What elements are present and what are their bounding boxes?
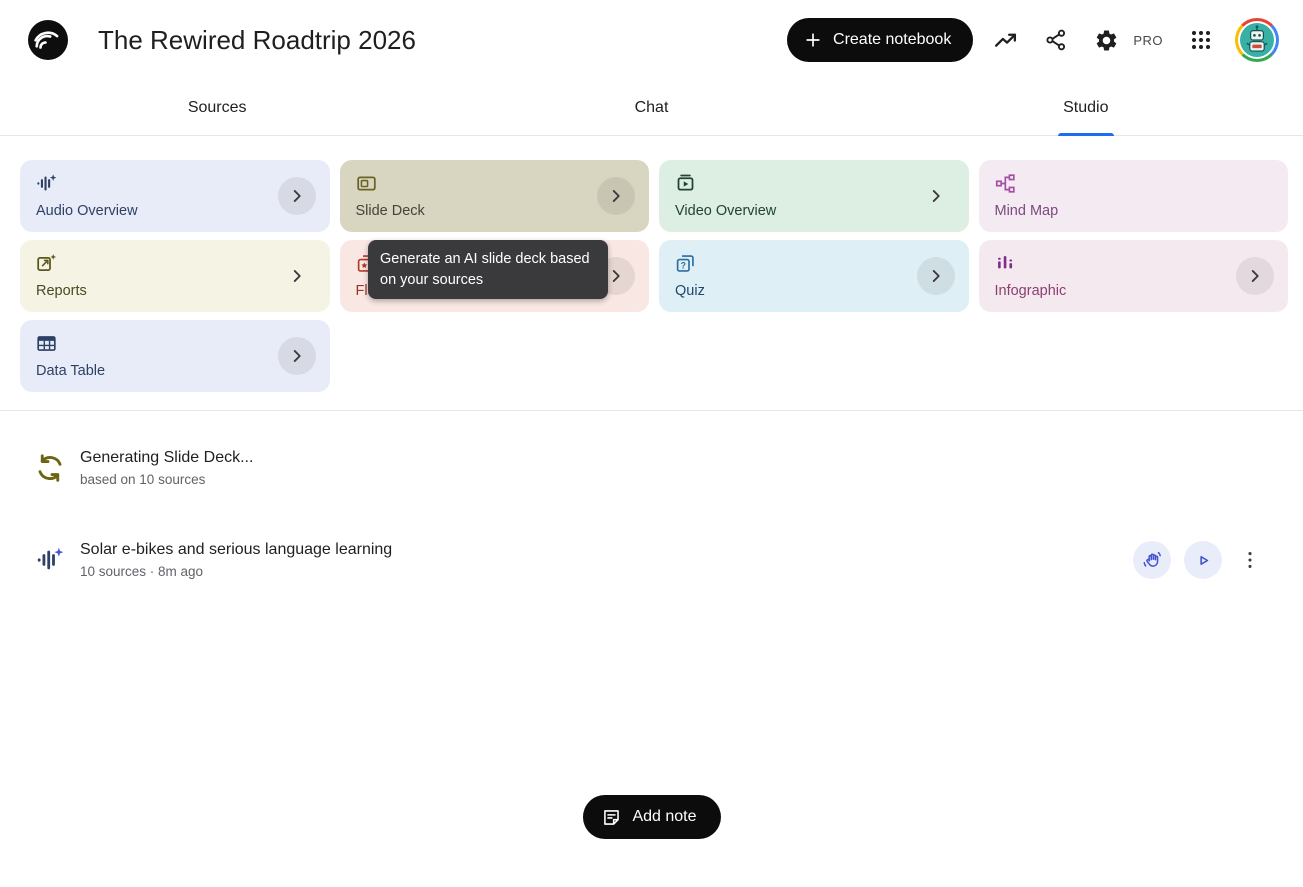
- output-row-audio-overview[interactable]: Solar e-bikes and serious language learn…: [0, 529, 1303, 591]
- add-note-button[interactable]: Add note: [582, 795, 721, 839]
- trending-up-icon[interactable]: [987, 22, 1024, 59]
- plus-icon: [803, 30, 823, 50]
- chevron-right-icon[interactable]: [917, 177, 955, 215]
- studio-card-video-overview[interactable]: Video Overview: [659, 160, 969, 232]
- sync-generating-icon: [34, 453, 66, 483]
- card-label: Audio Overview: [36, 203, 138, 219]
- studio-card-grid: Audio Overview Slide Deck Video Overview: [0, 160, 1303, 392]
- account-avatar[interactable]: [1235, 18, 1279, 62]
- audio-waveform-sparkle-icon: [36, 173, 314, 195]
- output-actions: [1133, 541, 1265, 579]
- chevron-right-icon[interactable]: [597, 177, 635, 215]
- tab-chat[interactable]: Chat: [434, 80, 868, 135]
- tab-sources-label: Sources: [187, 98, 247, 116]
- waving-hand-icon[interactable]: [1133, 541, 1171, 579]
- output-row-generating[interactable]: Generating Slide Deck... based on 10 sou…: [0, 437, 1303, 499]
- create-notebook-label: Create notebook: [833, 31, 952, 48]
- chevron-right-icon[interactable]: [277, 177, 316, 215]
- audio-waveform-sparkle-icon: [34, 546, 66, 574]
- studio-card-mind-map[interactable]: Mind Map: [978, 160, 1288, 232]
- output-subtitle: 10 sources · 8m ago: [80, 564, 204, 579]
- panel-tabbar: Sources Chat Studio: [0, 80, 1303, 136]
- studio-card-quiz[interactable]: ? Quiz: [659, 240, 969, 312]
- notebook-title[interactable]: The Rewired Roadtrip 2026: [98, 24, 416, 55]
- studio-card-data-table[interactable]: Data Table: [20, 320, 330, 392]
- slide-deck-tooltip: Generate an AI slide deck based on your …: [368, 240, 608, 300]
- studio-card-reports[interactable]: Reports: [20, 240, 330, 312]
- video-overview-icon: [675, 173, 953, 195]
- card-label: Data Table: [36, 363, 106, 379]
- svg-text:?: ?: [681, 260, 686, 270]
- studio-output-list: Generating Slide Deck... based on 10 sou…: [0, 437, 1303, 591]
- card-label: Reports: [36, 283, 87, 299]
- reports-icon: [36, 253, 314, 275]
- tab-chat-label: Chat: [634, 98, 669, 116]
- pro-badge: PRO: [1133, 32, 1163, 48]
- card-label: Mind Map: [994, 203, 1059, 219]
- studio-card-slide-deck[interactable]: Slide Deck: [339, 160, 649, 232]
- chevron-right-icon[interactable]: [277, 337, 316, 375]
- mind-map-icon: [995, 173, 1273, 195]
- active-tab-underline: [1057, 133, 1114, 136]
- share-icon[interactable]: [1038, 22, 1074, 58]
- studio-card-audio-overview[interactable]: Audio Overview: [20, 160, 330, 232]
- output-title: Generating Slide Deck...: [80, 449, 254, 466]
- infographic-icon: [995, 253, 1273, 275]
- robot-avatar-image: [1240, 23, 1274, 57]
- quiz-icon: ?: [675, 253, 953, 275]
- output-subtitle: based on 10 sources: [80, 472, 206, 487]
- tab-sources[interactable]: Sources: [0, 80, 434, 135]
- card-label: Infographic: [994, 283, 1067, 299]
- card-label: Quiz: [675, 283, 705, 299]
- tab-studio-label: Studio: [1063, 98, 1109, 116]
- data-table-icon: [36, 333, 314, 355]
- slide-deck-icon: [356, 173, 634, 195]
- three-dot-menu-icon[interactable]: [1235, 545, 1265, 575]
- play-icon[interactable]: [1184, 541, 1222, 579]
- card-label: Video Overview: [675, 203, 777, 219]
- card-label: Slide Deck: [355, 203, 425, 219]
- chevron-right-icon[interactable]: [916, 257, 955, 295]
- chevron-right-icon[interactable]: [1236, 257, 1274, 295]
- app-header: The Rewired Roadtrip 2026 Create noteboo…: [0, 0, 1303, 80]
- gear-icon[interactable]: [1088, 22, 1125, 59]
- studio-card-infographic[interactable]: Infographic: [978, 240, 1288, 312]
- create-notebook-button[interactable]: Create notebook: [787, 18, 974, 62]
- chevron-right-icon[interactable]: [278, 257, 316, 295]
- output-title: Solar e-bikes and serious language learn…: [80, 541, 393, 558]
- notebooklm-logo-icon[interactable]: [28, 20, 68, 60]
- apps-grid-icon[interactable]: [1183, 22, 1219, 58]
- add-note-label: Add note: [632, 808, 697, 825]
- section-divider: [0, 410, 1303, 411]
- tab-studio[interactable]: Studio: [869, 80, 1303, 136]
- note-icon: [600, 807, 621, 828]
